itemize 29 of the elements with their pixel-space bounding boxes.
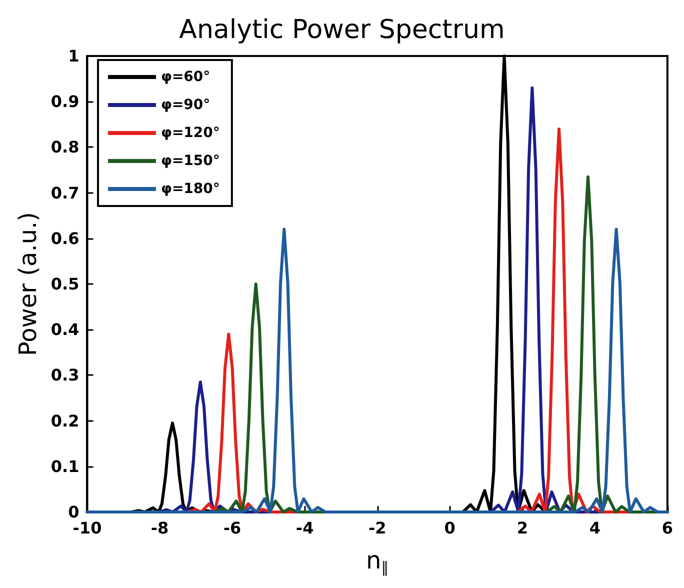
- y-tick-label: 0.4: [50, 320, 80, 340]
- x-tick-label: -10: [72, 518, 102, 538]
- y-tick-label: 1: [68, 46, 80, 66]
- y-tick-label: 0: [68, 502, 80, 522]
- legend-label: φ=180°: [161, 181, 220, 197]
- x-tick-label: 0: [444, 518, 456, 538]
- x-tick-label: -2: [368, 518, 386, 538]
- legend-label: φ=120°: [161, 125, 220, 141]
- y-tick-label: 0.8: [50, 138, 80, 157]
- x-tick-label: -8: [150, 518, 169, 538]
- y-tick-label: 0.3: [50, 366, 80, 385]
- y-tick-label: 0.6: [50, 228, 80, 248]
- y-tick-label: 0.7: [50, 183, 80, 202]
- chart-title: Analytic Power Spectrum: [179, 15, 505, 45]
- y-tick-label: 0.9: [50, 92, 80, 112]
- x-axis-title: n∥: [366, 546, 389, 576]
- y-axis-title: Power (a.u.): [14, 212, 42, 356]
- legend-label: φ=60°: [161, 69, 210, 85]
- legend-label: φ=150°: [161, 153, 220, 169]
- line-series: [86, 228, 669, 514]
- x-tick-label: -4: [296, 518, 314, 538]
- x-tick-label: -6: [223, 518, 242, 538]
- y-tick-label: 0.5: [50, 274, 80, 294]
- legend-label: φ=90°: [161, 97, 210, 113]
- y-tick-label: 0.1: [50, 456, 80, 476]
- y-tick-label: 0.2: [50, 411, 80, 430]
- x-tick-label: 6: [662, 518, 674, 538]
- x-tick-label: 2: [516, 518, 528, 538]
- x-tick-label: 4: [589, 518, 600, 538]
